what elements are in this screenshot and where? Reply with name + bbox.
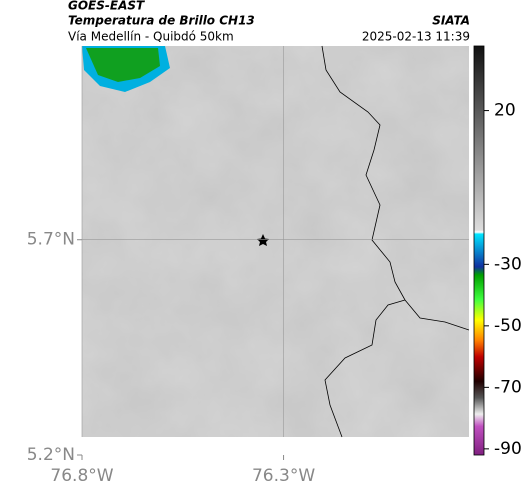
border (321, 45, 470, 438)
source: SIATA (432, 14, 470, 28)
x-tick-label: 76.8°W (50, 466, 113, 486)
y-tick-label: 5.7°N (27, 230, 75, 250)
colorbar-tick-label: -70 (494, 377, 522, 397)
colorbar (473, 45, 485, 456)
colorbar-tick-label: -30 (494, 254, 522, 274)
cloud-texture (82, 46, 469, 437)
subtitle: Temperatura de Brillo CH13 (68, 14, 255, 28)
x-tick-label: 76.3°W (252, 466, 315, 486)
title: GOES-EAST (68, 0, 145, 13)
colorbar-tick-label: -90 (494, 439, 522, 459)
map-image (82, 45, 470, 438)
colorbar-tick-label: -50 (494, 316, 522, 336)
y-tick-label: 5.2°N (27, 445, 75, 465)
cold-cloud-core (86, 48, 160, 82)
colorbar-tick-label: 20 (494, 101, 516, 121)
datetime: 2025-02-13 11:39 (362, 30, 470, 44)
region: Vía Medellín - Quibdó 50km (68, 30, 234, 44)
